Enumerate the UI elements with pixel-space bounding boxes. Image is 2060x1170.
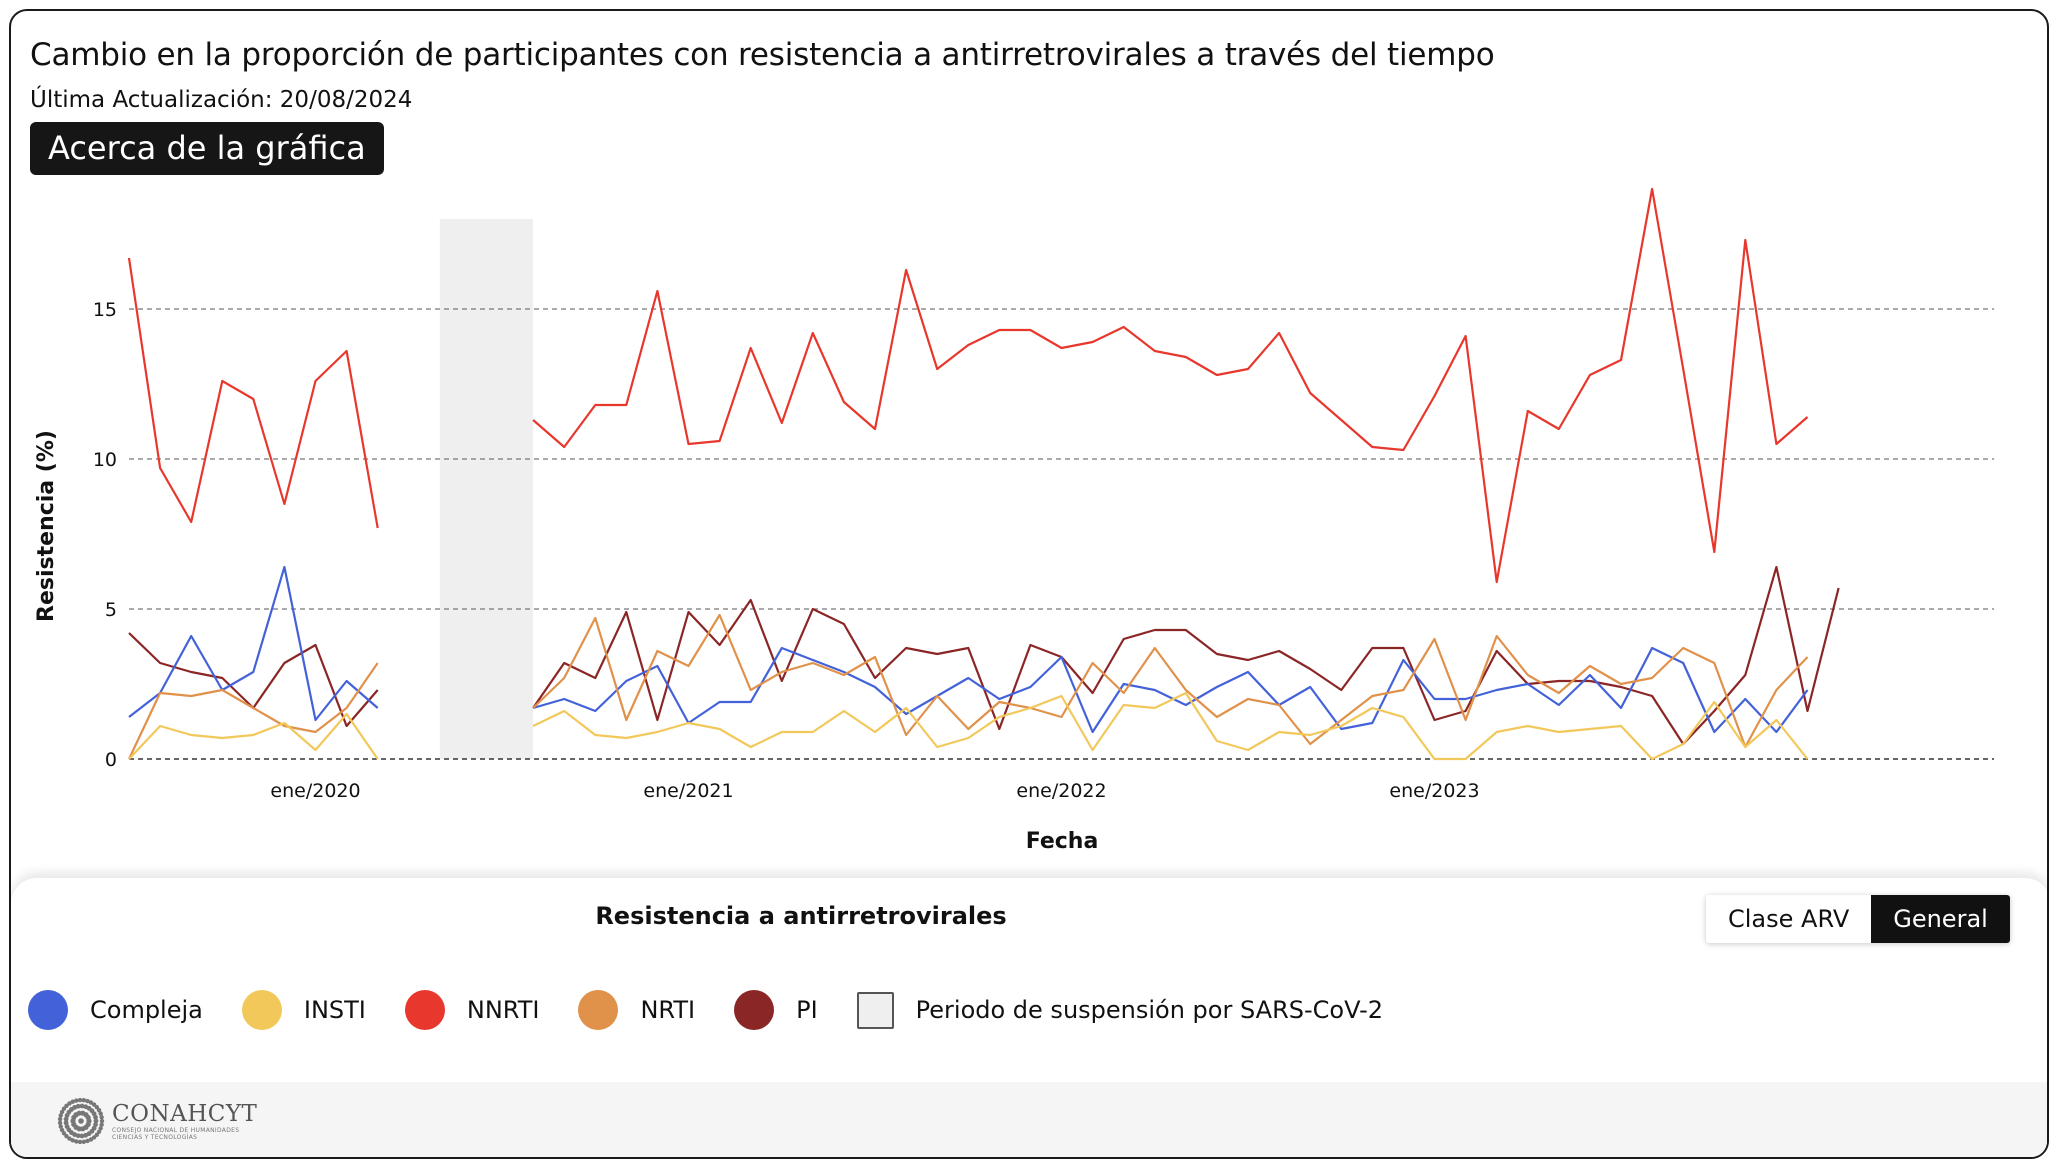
y-tick-label: 5 [105, 599, 117, 621]
emblem-dot [99, 1118, 105, 1124]
emblem-dot [75, 1103, 81, 1109]
x-tick-label: ene/2022 [1016, 780, 1106, 802]
legend-label-insti: INSTI [303, 996, 366, 1024]
legend-swatch-nnrti [404, 990, 445, 1030]
emblem-dot [74, 1098, 79, 1103]
logo-subtitle-1: CONSEJO NACIONAL DE HUMANIDADES [112, 1127, 240, 1134]
emblem-dot [57, 1116, 63, 1122]
suspension-period-band [439, 219, 534, 759]
emblem-dot [85, 1114, 91, 1121]
footer: CONAHCYT CONSEJO NACIONAL DE HUMANIDADES… [11, 1082, 2047, 1157]
emblem-dot [98, 1111, 103, 1116]
logo-name: CONAHCYT [112, 1101, 258, 1127]
logo-subtitle-2: CIENCIAS Y TECNOLOGÍAS [112, 1134, 198, 1141]
emblem-dot [70, 1138, 75, 1143]
series-line-nnrti[interactable] [127, 187, 1809, 584]
emblem-dot [64, 1133, 69, 1139]
emblem-dot [77, 1097, 83, 1103]
legend-item-nrti[interactable]: NRTI [578, 990, 695, 1030]
y-axis-label: Resistencia (%) [34, 430, 59, 622]
legend-item-insti[interactable]: INSTI [241, 990, 366, 1030]
legend-label-compleja: Compleja [90, 996, 203, 1024]
emblem-dot [81, 1139, 87, 1145]
series-line-compleja[interactable] [128, 565, 1809, 734]
emblem-dot [96, 1108, 102, 1113]
emblem-dot [74, 1139, 79, 1144]
emblem-dot [70, 1099, 75, 1104]
emblem-dot [61, 1131, 67, 1136]
legend-item-nnrti[interactable]: NNRTI [404, 990, 540, 1030]
last-update-text: Última Actualización: 20/08/2024 [30, 87, 413, 113]
chart-legend: Compleja INSTI NNRTI NRTI PI Periodo de … [28, 990, 1422, 1030]
emblem-dot [93, 1118, 99, 1124]
x-tick-label: ene/2020 [270, 780, 360, 802]
legend-label-nrti: NRTI [640, 996, 696, 1024]
emblem-dot [88, 1100, 94, 1105]
emblem-dot [64, 1103, 69, 1109]
emblem-dot [67, 1101, 72, 1106]
y-tick-label: 10 [93, 449, 117, 471]
emblem-dot [94, 1132, 100, 1138]
emblem-dot [63, 1116, 69, 1122]
legend-item-suspension[interactable]: Periodo de suspensión por SARS-CoV-2 [856, 991, 1384, 1029]
emblem-dot [79, 1133, 85, 1139]
emblem-dot [80, 1126, 86, 1132]
emblem-dot [91, 1102, 97, 1107]
conahcyt-emblem-icon [57, 1097, 105, 1145]
legend-item-pi[interactable]: PI [734, 990, 818, 1030]
emblem-dot [83, 1132, 89, 1138]
page-title: Cambio en la proporción de participantes… [30, 37, 1495, 73]
legend-swatch-insti [241, 990, 282, 1030]
emblem-dot [58, 1113, 63, 1118]
emblem-dot [99, 1115, 104, 1120]
about-chart-button[interactable]: Acerca de la gráfica [30, 122, 384, 175]
toggle-general[interactable]: General [1871, 895, 2010, 943]
emblem-dot [77, 1139, 83, 1145]
emblem-dot [58, 1124, 63, 1129]
legend-swatch-pi [734, 990, 775, 1030]
y-tick-label: 0 [105, 749, 117, 771]
legend-label-pi: PI [796, 996, 818, 1024]
legend-label-nnrti: NNRTI [466, 996, 540, 1024]
emblem-dot [59, 1127, 65, 1133]
emblem-dot [78, 1118, 84, 1124]
emblem-dot [88, 1137, 94, 1142]
emblem-dot [67, 1136, 72, 1141]
emblem-dot [59, 1109, 65, 1115]
x-tick-label: ene/2021 [643, 780, 733, 802]
emblem-dot [79, 1103, 85, 1109]
legend-swatch-suspension [856, 991, 894, 1029]
emblem-dot [99, 1122, 104, 1127]
emblem-dot [76, 1110, 82, 1116]
legend-swatch-compleja [28, 990, 68, 1030]
emblem-dot [85, 1098, 90, 1104]
series-line-pi[interactable] [128, 565, 1840, 746]
emblem-dot [94, 1104, 100, 1110]
series-line-insti[interactable] [128, 691, 1809, 761]
series-line-nrti[interactable] [128, 613, 1809, 760]
legend-swatch-nrti [578, 990, 619, 1030]
legend-item-compleja[interactable]: Compleja [28, 990, 203, 1030]
view-toggle: Clase ARV General [1706, 895, 2010, 943]
emblem-dot [81, 1097, 87, 1103]
toggle-clase-arv[interactable]: Clase ARV [1706, 895, 1872, 943]
emblem-dot [63, 1120, 69, 1126]
emblem-dot [98, 1126, 103, 1131]
legend-label-suspension: Periodo de suspensión por SARS-CoV-2 [915, 996, 1384, 1024]
x-axis-label: Fecha [1026, 829, 1099, 854]
conahcyt-logo: CONAHCYT CONSEJO NACIONAL DE HUMANIDADES… [56, 1096, 257, 1146]
emblem-dot [57, 1120, 63, 1126]
emblem-dot [64, 1124, 70, 1129]
y-tick-label: 15 [93, 299, 117, 321]
emblem-dot [85, 1138, 90, 1144]
emblem-dot [91, 1135, 97, 1140]
legend-panel-title: Resistencia a antirretrovirales [595, 902, 1007, 930]
x-tick-label: ene/2023 [1389, 780, 1479, 802]
chart-card: Cambio en la proporción de participantes… [9, 9, 2049, 1159]
emblem-dot [61, 1106, 67, 1111]
emblem-dot [96, 1129, 102, 1134]
emblem-dot [93, 1114, 98, 1120]
